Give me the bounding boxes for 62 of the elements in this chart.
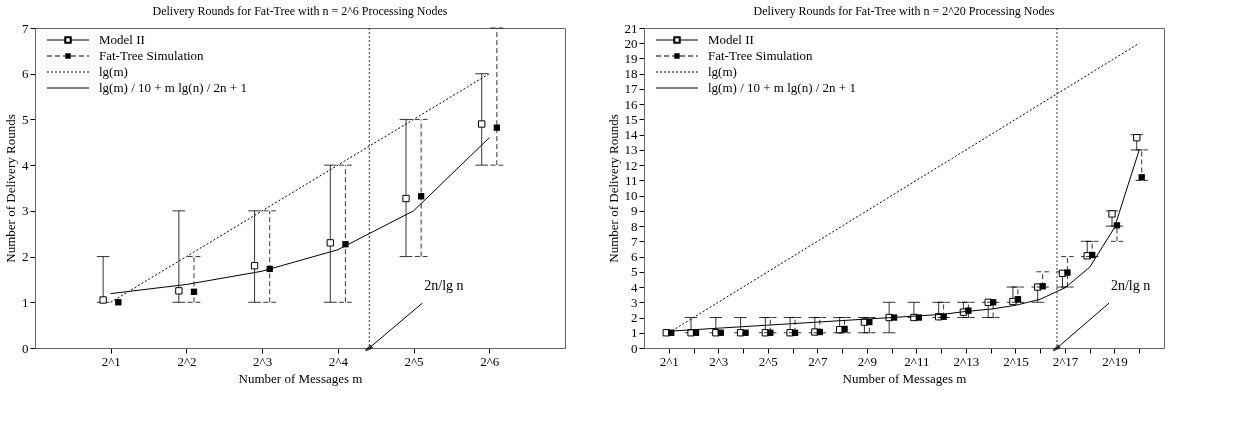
x-tick-label: 2^1 [101, 353, 121, 369]
y-tick-label: 0 [631, 340, 638, 356]
annotation: 2n/lg n [1110, 278, 1151, 294]
y-tick-label: 10 [624, 188, 638, 204]
x-tick-label: 2^7 [808, 353, 828, 369]
y-tick-label: 2 [631, 310, 638, 326]
x-tick-label: 2^15 [1003, 353, 1029, 369]
x-tick-label: 2^6 [480, 353, 500, 369]
legend-label: lg(m) / 10 + m lg(n) / 2n + 1 [99, 80, 247, 95]
y-tick-label: 14 [624, 127, 638, 143]
y-tick-label: 1 [631, 325, 638, 341]
x-tick-label: 2^13 [953, 353, 980, 369]
y-tick-label: 13 [624, 142, 638, 158]
y-tick-label: 5 [22, 111, 29, 127]
x-tick-label: 2^17 [1052, 353, 1079, 369]
x-tick-label: 2^4 [328, 353, 349, 369]
y-tick-label: 16 [624, 96, 638, 112]
y-tick-label: 9 [631, 203, 638, 219]
x-axis-title: Number of Messages m [238, 370, 363, 386]
legend-label: lg(m) / 10 + m lg(n) / 2n + 1 [708, 80, 856, 95]
y-tick-label: 1 [22, 294, 29, 310]
y-tick-label: 4 [22, 157, 29, 173]
y-tick-label: 19 [624, 50, 638, 66]
y-tick-label: 20 [624, 35, 638, 51]
legend-label: Model II [708, 32, 754, 47]
x-tick-label: 2^2 [177, 353, 197, 369]
legend-label: lg(m) [708, 64, 737, 79]
y-tick-label: 7 [22, 20, 29, 36]
y-tick-label: 11 [624, 172, 638, 188]
x-tick-label: 2^3 [709, 353, 729, 369]
annotation: 2n/lg n [424, 278, 464, 294]
chart-title: Delivery Rounds for Fat-Tree with n = 2^6 Processing Nodes [152, 4, 448, 18]
legend-label: Model II [99, 32, 145, 47]
x-tick-label: 2^9 [857, 353, 877, 369]
y-tick-label: 5 [631, 264, 638, 280]
y-tick-label: 21 [624, 20, 638, 36]
y-axis-title: Number of Delivery Rounds [3, 114, 18, 263]
y-tick-label: 3 [631, 294, 638, 310]
y-axis-title: Number of Delivery Rounds [605, 114, 621, 263]
y-tick-label: 0 [22, 340, 29, 356]
y-tick-label: 12 [624, 157, 638, 173]
legend-label: Fat-Tree Simulation [708, 48, 814, 63]
y-tick-label: 2 [22, 249, 29, 265]
legend-label: Fat-Tree Simulation [99, 48, 205, 63]
x-axis-title: Number of Messages m [842, 370, 967, 386]
y-tick-label: 18 [624, 66, 638, 82]
x-tick-label: 2^19 [1102, 353, 1128, 369]
x-tick-label: 2^5 [404, 353, 424, 369]
y-tick-label: 6 [631, 249, 638, 265]
chart-title: Delivery Rounds for Fat-Tree with n = 2^20 Processing Nodes [753, 4, 1055, 18]
y-tick-label: 17 [624, 81, 638, 97]
legend-label: lg(m) [99, 64, 128, 79]
x-tick-label: 2^1 [659, 353, 679, 369]
x-tick-label: 2^5 [758, 353, 778, 369]
x-tick-label: 2^3 [253, 353, 273, 369]
y-tick-label: 4 [631, 279, 638, 295]
y-tick-label: 7 [631, 233, 638, 249]
y-tick-label: 15 [624, 111, 638, 127]
y-tick-label: 3 [22, 203, 29, 219]
x-tick-label: 2^11 [904, 353, 930, 369]
y-tick-label: 6 [22, 66, 29, 82]
y-tick-label: 8 [631, 218, 638, 234]
